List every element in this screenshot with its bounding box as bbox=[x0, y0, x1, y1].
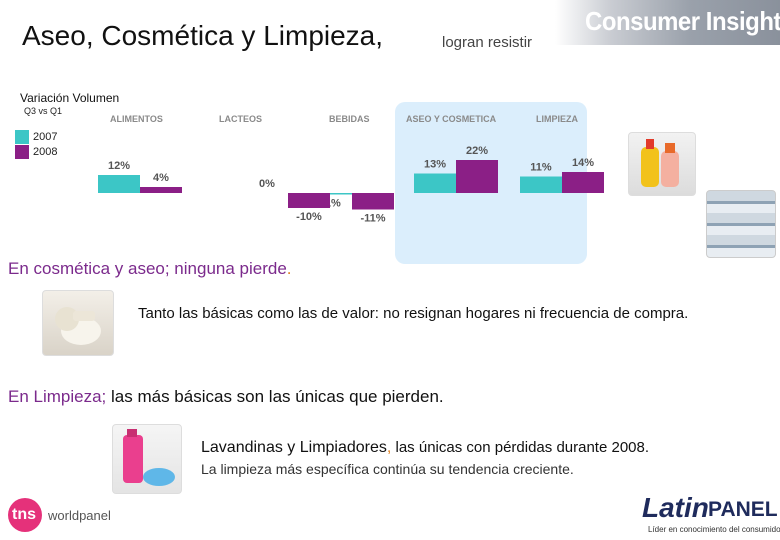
data-label: 4% bbox=[153, 172, 169, 184]
section-cosmetica-rest: ninguna pierde bbox=[169, 259, 287, 278]
tns-logo-sub: worldpanel bbox=[48, 508, 111, 523]
latin-logo-a: Latin bbox=[642, 492, 709, 523]
cosmetic-jars-photo bbox=[42, 290, 114, 356]
variation-bar-chart: ALIMENTOS LACTEOS BEBIDAS ASEO Y COSMETICA L… bbox=[98, 114, 604, 225]
data-label: 13% bbox=[424, 159, 446, 171]
section-limpieza-body: Lavandinas y Limpiadores, las únicas con… bbox=[201, 439, 649, 457]
legend-swatch-2007 bbox=[15, 130, 29, 144]
bar-2008 bbox=[456, 160, 498, 193]
section-cosmetica-dot: . bbox=[286, 259, 292, 278]
legend-label-2007: 2007 bbox=[33, 131, 58, 143]
data-label: 12% bbox=[108, 160, 130, 172]
category-label: ALIMENTOS bbox=[110, 114, 163, 124]
bleach-bottle-photo bbox=[112, 424, 182, 494]
legend-swatch-2008 bbox=[15, 145, 29, 159]
section-cosmetica-lead: En cosmética y aseo; bbox=[8, 259, 170, 278]
bar-2007 bbox=[98, 175, 140, 193]
cleaning-bottles-photo bbox=[628, 132, 696, 196]
section-limpieza-body-b: las únicas con pérdidas durante 2008. bbox=[391, 439, 650, 456]
header-banner bbox=[555, 0, 780, 45]
data-label: -10% bbox=[296, 211, 322, 223]
data-label: -11% bbox=[360, 213, 385, 225]
data-label: 0% bbox=[259, 178, 275, 190]
section-limpieza-rest: las más básicas son las únicas que pierd… bbox=[106, 387, 444, 406]
category-label: LIMPIEZA bbox=[536, 114, 578, 124]
bar-2007 bbox=[520, 176, 562, 193]
category-label: LACTEOS bbox=[219, 114, 262, 124]
bar-2007 bbox=[414, 173, 456, 193]
page-title: Aseo, Cosmética y Limpieza, bbox=[22, 20, 384, 51]
chart-title: Variación Volumen bbox=[20, 91, 120, 105]
section-limpieza-lead: En Limpieza; bbox=[8, 387, 107, 406]
data-label: 14% bbox=[572, 157, 594, 169]
supermarket-shelf-photo bbox=[706, 190, 776, 258]
chart-subtitle: Q3 vs Q1 bbox=[24, 106, 63, 116]
bar-2008 bbox=[562, 172, 604, 193]
latin-logo-b: PANEL bbox=[708, 498, 778, 521]
bar-2008 bbox=[288, 193, 330, 208]
category-label: ASEO Y COSMETICA bbox=[406, 114, 497, 124]
bar-2008 bbox=[352, 193, 394, 210]
page-subtitle: logran resistir bbox=[442, 34, 533, 51]
section-cosmetica-heading: En cosmética y aseo; ninguna pierde. bbox=[8, 259, 292, 279]
brand-title: Consumer Insight bbox=[585, 6, 780, 36]
latinpanel-logo: Latin PANEL Líder en conocimiento del co… bbox=[642, 492, 780, 536]
section-limpieza-heading: En Limpieza; las más básicas son las úni… bbox=[8, 387, 444, 407]
bar-2007 bbox=[310, 193, 352, 195]
section-limpieza-body-a: Lavandinas y Limpiadores bbox=[201, 439, 387, 456]
bar-2008 bbox=[140, 187, 182, 193]
legend-label-2008: 2008 bbox=[33, 146, 58, 158]
section-cosmetica-body: Tanto las básicas como las de valor: no … bbox=[138, 305, 689, 322]
latin-tagline: Líder en conocimiento del consumidor bbox=[648, 525, 780, 534]
section-limpieza-body-comma: , bbox=[386, 439, 392, 456]
tns-logo-text: tns bbox=[12, 506, 36, 523]
data-label: 11% bbox=[530, 162, 552, 174]
category-label: BEBIDAS bbox=[329, 114, 370, 124]
data-label: 22% bbox=[466, 145, 488, 157]
tns-worldpanel-logo: tns worldpanel bbox=[8, 496, 126, 534]
section-limpieza-body-c: La limpieza más específica continúa su t… bbox=[201, 461, 574, 477]
